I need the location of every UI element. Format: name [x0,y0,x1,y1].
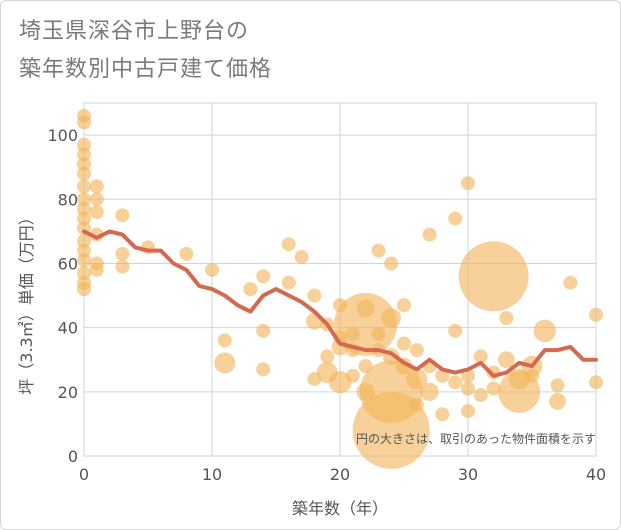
bubble-point [358,359,373,374]
x-axis-label: 築年数（年） [292,499,388,518]
x-tick-label: 10 [202,465,222,484]
bubble-point [589,307,603,322]
chart-title-line2: 築年数別中古戸建て価格 [19,57,273,82]
bubble-point [448,323,463,338]
axis-ticks: 0 20 40 60 80 100 0 10 20 30 40 [47,126,606,484]
bubble-point [345,368,360,383]
y-tick-label: 40 [58,319,78,338]
bubble-point [77,156,91,171]
bubble-point [77,166,91,181]
bubble-point [589,375,603,390]
bubble-point [371,243,386,258]
bubble-point [409,397,424,412]
bubble-point [77,179,91,194]
bubble-point [115,208,130,223]
bubble-point [356,382,375,401]
bubble-point [77,192,91,207]
y-axis-label: 坪（3.3㎡）単価（万円） [17,209,36,394]
bubble-point [525,368,539,383]
y-tick-label: 100 [47,126,78,145]
bubble-point [499,311,514,326]
bubble-point [563,275,578,290]
bubble-point [205,262,219,277]
bubble-point [307,371,322,386]
bubble-point [345,327,360,342]
x-tick-label: 40 [586,465,606,484]
bubble-point [508,368,530,390]
y-tick-label: 20 [58,383,78,402]
bubble-point [406,368,428,390]
bubble-point [448,375,463,390]
bubble-point [77,282,91,297]
bubble-point [256,269,271,284]
bubble-point [115,259,130,274]
bubble-point [77,115,91,130]
bubble-point [371,327,386,342]
bubble-point [381,308,402,328]
bubble-point [214,352,236,374]
bubble-point [217,333,232,348]
bubble-point [549,393,566,410]
size-note: 円の大きさは、取引のあった物件面積を示す [356,431,596,446]
bubble-point [77,201,91,216]
bubble-point [307,288,322,303]
bubble-point [294,250,309,265]
bubble-point [397,298,411,313]
bubble-point [320,349,335,364]
bubble-point [550,378,565,393]
bubble-point [533,319,556,343]
bubble-point [77,266,91,281]
bubble-point [256,323,271,338]
bubble-point [473,349,488,364]
bubble-point [409,343,424,358]
bubble-point [281,275,296,290]
bubble-point [461,176,475,191]
bubble-point [422,227,437,242]
y-tick-label: 0 [68,447,78,466]
bubble-point [473,388,488,403]
bubble-point [89,179,104,194]
bubble-point [356,299,375,318]
bubble-point [77,243,91,258]
bubble-point [77,233,91,248]
bubble-series [77,108,603,469]
x-tick-label: 20 [330,465,350,484]
bubble-point [89,192,104,207]
bubble-point [89,262,104,277]
x-tick-label: 30 [458,465,478,484]
bubble-point [77,137,91,152]
bubble-point [458,241,529,312]
trend-line [82,229,598,378]
bubble-point [77,211,91,226]
bubble-point [384,256,399,271]
bubble-point [179,246,194,261]
bubble-point [256,362,271,377]
bubble-point [281,237,296,252]
chart-title: 埼玉県深谷市上野台の 築年数別中古戸建て価格 [19,13,272,89]
bubble-point [461,381,475,396]
bubble-point [115,246,130,261]
bubble-point [77,253,91,268]
y-tick-label: 60 [58,254,78,273]
bubble-point [89,205,104,220]
bubble-point [486,381,501,396]
bubble-point [316,362,338,384]
x-tick-label: 0 [79,465,89,484]
chart-title-line1: 埼玉県深谷市上野台の [19,19,250,44]
bubble-point [448,211,463,226]
bubble-point [498,351,515,369]
bubble-point [333,298,347,313]
bubble-point [420,382,439,401]
bubble-point [435,407,450,422]
bubble-point [77,147,91,162]
bubble-point [397,336,411,351]
y-tick-label: 80 [58,190,78,209]
bubble-point [461,404,475,419]
bubble-point [243,282,258,297]
trend-series [82,229,598,378]
